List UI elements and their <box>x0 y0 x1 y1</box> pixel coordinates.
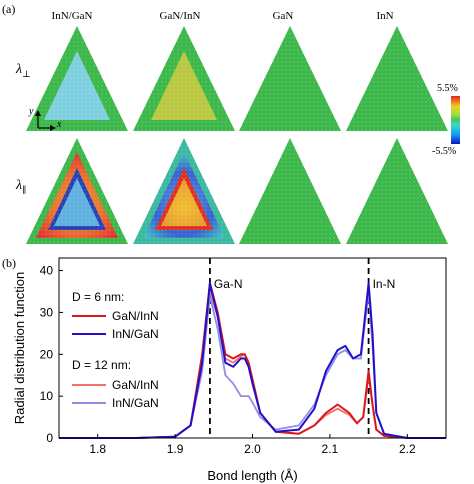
x-tick-label-4: 2.2 <box>399 442 416 456</box>
row-label-lambda-perp: λ⊥ <box>16 62 31 79</box>
legend-label-0: GaN/InN <box>112 309 159 323</box>
x-axis-label: Bond length (Å) <box>207 468 297 483</box>
strain-maps <box>26 26 460 244</box>
column-title-gan-inn: GaN/InN <box>159 10 201 22</box>
panel-b-label: (b) <box>2 256 16 270</box>
legend-label-2: GaN/InN <box>112 378 159 392</box>
map-gan-parallel <box>239 138 341 244</box>
y-axis-indicator-label: y <box>29 106 34 117</box>
x-axis-indicator-label: x <box>57 119 62 130</box>
map-gan-perp <box>239 26 341 131</box>
y-tick-label-2: 20 <box>40 347 54 361</box>
map-inn-perp <box>346 26 448 131</box>
map-inn-gan-perp <box>26 26 128 131</box>
column-title-inn-gan: InN/GaN <box>51 10 93 22</box>
map-inn-parallel <box>346 138 448 244</box>
map-inn-gan-parallel <box>26 138 128 244</box>
legend-label-3: InN/GaN <box>112 396 159 410</box>
map-gan-inn-parallel <box>133 138 235 244</box>
series-line-1 <box>59 282 446 439</box>
panel-a-label: (a) <box>2 2 16 16</box>
y-tick-label-4: 40 <box>40 264 54 278</box>
legend-group-title-0: D = 6 nm: <box>72 290 124 304</box>
y-axis-label: Radial distribution function <box>12 272 27 424</box>
colorbar <box>451 96 460 144</box>
legend-label-1: InN/GaN <box>112 327 159 341</box>
x-tick-label-2: 2.0 <box>244 442 261 456</box>
y-tick-label-0: 0 <box>46 431 53 445</box>
legend-group-title-1: D = 12 nm: <box>72 358 131 372</box>
row-label-lambda-parallel: λ∥ <box>16 178 27 195</box>
xy-axes-indicator <box>35 110 56 131</box>
reference-line-label-0: Ga-N <box>214 277 243 291</box>
x-tick-label-3: 2.1 <box>322 442 339 456</box>
colorbar-min-label: -5.5% <box>432 146 457 157</box>
x-tick-label-1: 1.9 <box>167 442 184 456</box>
column-title-gan: GaN <box>272 10 294 22</box>
rdf-chart: Ga-N In-N 1.8 1.9 2.0 2.1 2.2 0 10 20 30 40 Bond len… <box>12 257 447 483</box>
map-gan-inn-perp <box>133 26 235 131</box>
colorbar-max-label: 5.5% <box>437 83 458 94</box>
column-title-inn: InN <box>376 10 394 22</box>
y-tick-label-3: 30 <box>40 305 54 319</box>
reference-line-label-1: In-N <box>373 277 396 291</box>
x-tick-label-0: 1.8 <box>89 442 106 456</box>
y-tick-label-1: 10 <box>40 389 54 403</box>
